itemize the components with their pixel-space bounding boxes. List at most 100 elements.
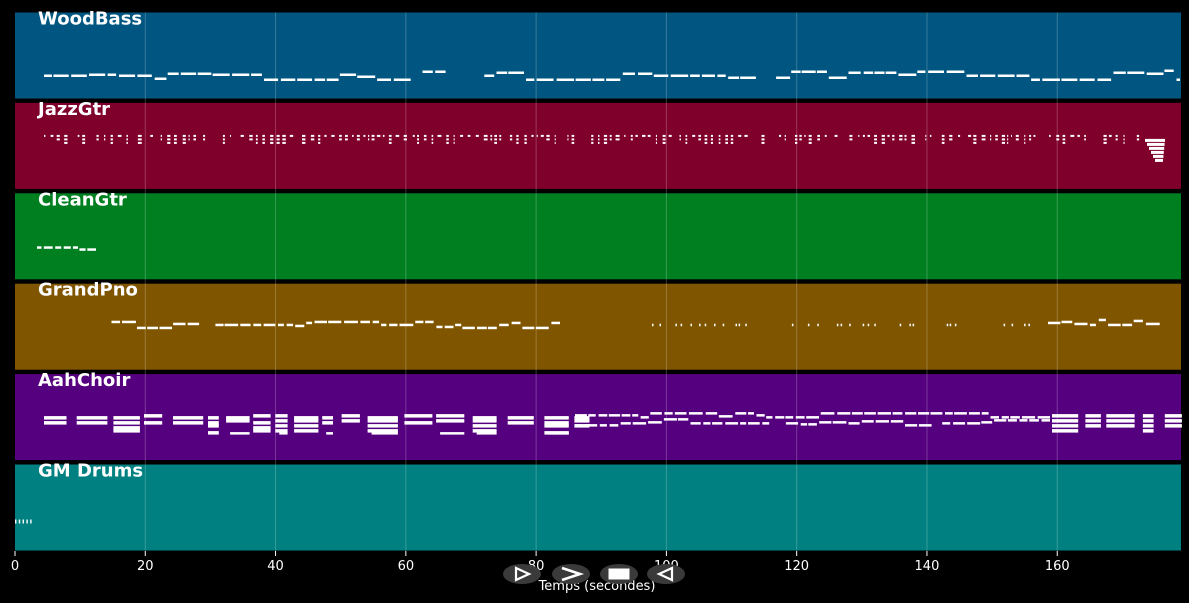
stop-button[interactable] — [600, 564, 638, 584]
note — [1164, 424, 1182, 428]
play-button[interactable] — [503, 564, 541, 584]
track-background — [15, 102, 1181, 189]
note — [1176, 78, 1180, 81]
track-aahchoir[interactable]: AahChoir — [15, 370, 1182, 461]
note — [226, 416, 250, 420]
note — [282, 134, 286, 137]
tick-label: 20 — [137, 559, 154, 574]
track-grandpno[interactable]: GrandPno — [15, 280, 1181, 370]
tick-label: 60 — [398, 559, 415, 574]
note — [137, 326, 146, 330]
note — [685, 141, 688, 144]
note — [647, 134, 651, 137]
note — [775, 416, 785, 419]
note — [494, 134, 497, 137]
note — [167, 72, 179, 75]
note — [30, 519, 32, 524]
note — [63, 246, 71, 249]
rewind-button[interactable] — [647, 564, 685, 584]
note — [905, 412, 917, 415]
note — [1146, 72, 1164, 75]
note — [1098, 318, 1106, 322]
note — [472, 419, 497, 423]
note — [403, 138, 407, 141]
note — [82, 141, 86, 144]
note — [615, 138, 620, 141]
note — [668, 134, 672, 137]
track-gm-drums[interactable]: GM Drums — [15, 461, 1181, 551]
note — [110, 141, 113, 144]
note — [912, 323, 915, 327]
note — [96, 134, 99, 137]
note — [630, 138, 633, 141]
note — [174, 134, 177, 137]
note — [483, 138, 488, 141]
note — [412, 134, 415, 137]
fast-forward-button[interactable] — [552, 564, 590, 584]
note — [1079, 78, 1095, 81]
note — [446, 138, 449, 141]
note — [949, 134, 953, 137]
note — [44, 74, 52, 77]
note — [431, 141, 434, 144]
note — [718, 138, 721, 141]
note — [208, 416, 219, 420]
note — [253, 426, 271, 430]
note — [740, 422, 747, 425]
note — [1011, 134, 1012, 137]
note — [784, 134, 786, 137]
note — [630, 134, 633, 137]
note — [973, 134, 977, 137]
note — [1052, 429, 1079, 433]
note — [113, 421, 140, 425]
track-label: WoodBass — [38, 9, 142, 30]
note — [1029, 134, 1032, 137]
note — [1164, 419, 1182, 423]
note — [137, 141, 142, 144]
note — [1136, 134, 1140, 137]
note — [981, 134, 986, 137]
note — [632, 414, 639, 417]
note — [122, 320, 136, 324]
track-label: AahChoir — [38, 370, 130, 391]
note — [1010, 416, 1020, 419]
note — [1106, 424, 1135, 428]
note — [403, 134, 407, 137]
note — [784, 138, 786, 141]
note — [635, 134, 638, 137]
note — [1147, 142, 1165, 146]
note — [224, 323, 239, 327]
note — [472, 429, 497, 433]
track-label: GM Drums — [38, 461, 143, 482]
note — [360, 320, 370, 324]
note — [275, 424, 288, 428]
note — [701, 74, 715, 77]
note — [253, 421, 271, 425]
note — [795, 138, 798, 141]
note — [208, 421, 219, 425]
note — [899, 138, 903, 141]
note — [188, 134, 190, 137]
note — [389, 323, 398, 327]
track-woodbass[interactable]: WoodBass — [15, 9, 1181, 99]
note — [930, 412, 943, 415]
note — [509, 138, 513, 141]
note — [240, 323, 251, 327]
note — [322, 421, 333, 425]
note — [1011, 323, 1014, 327]
note — [648, 421, 662, 424]
note — [745, 323, 747, 327]
note — [1001, 134, 1005, 137]
track-jazzgtr[interactable]: JazzGtr — [15, 99, 1181, 189]
note — [467, 134, 471, 137]
note — [425, 320, 434, 324]
note — [79, 248, 86, 251]
note — [494, 138, 497, 141]
track-cleangtr[interactable]: CleanGtr — [15, 189, 1181, 280]
note — [253, 414, 271, 418]
note — [444, 325, 454, 329]
note — [905, 424, 918, 427]
note — [1145, 322, 1160, 326]
track-background — [15, 283, 1181, 370]
note — [652, 323, 654, 327]
